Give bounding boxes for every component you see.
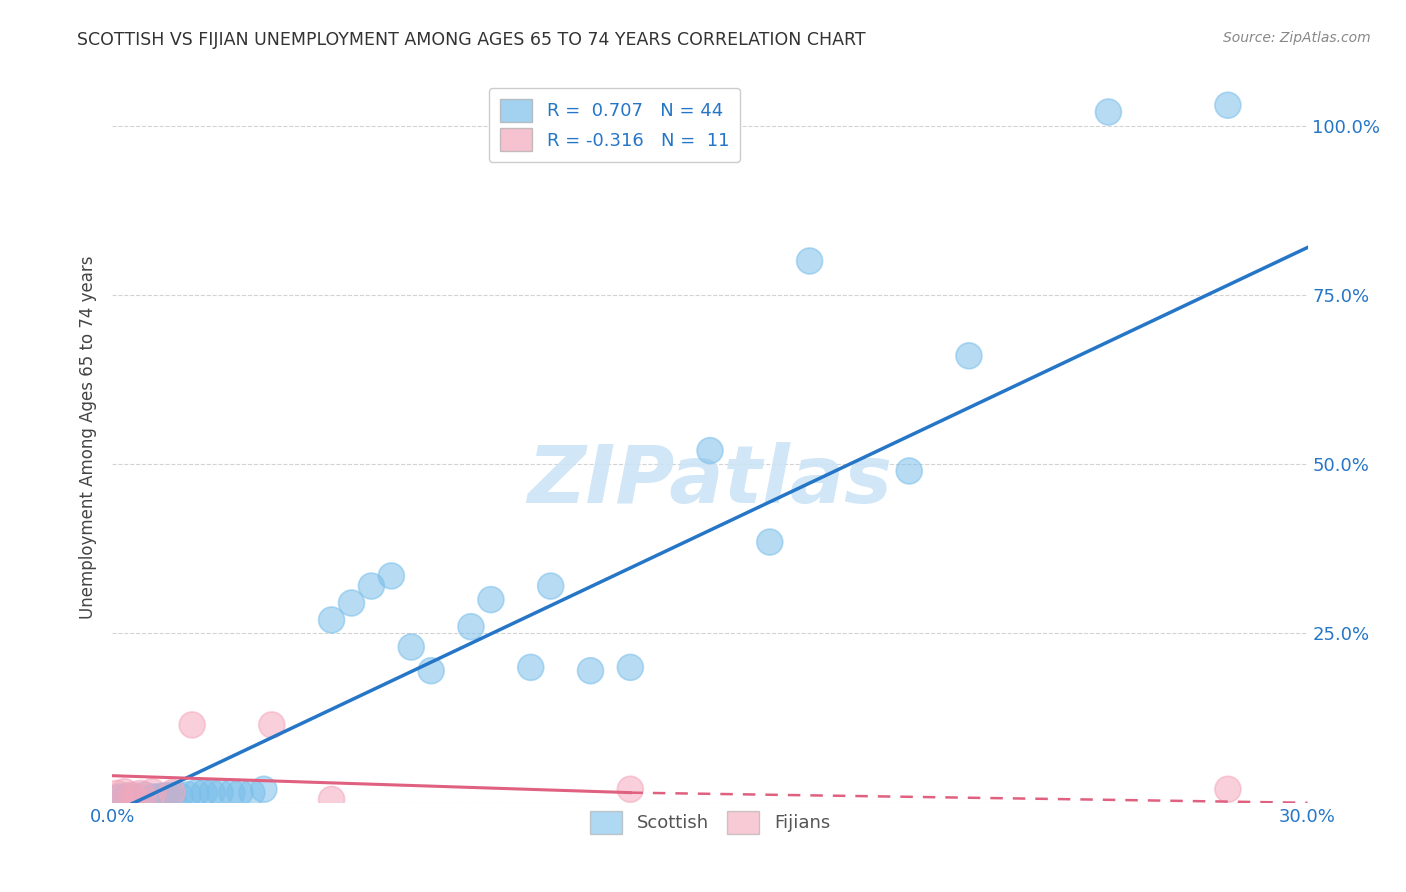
Point	[114, 792, 135, 806]
Point	[520, 660, 543, 674]
Point	[129, 792, 152, 806]
Point	[181, 718, 204, 732]
Point	[129, 789, 152, 803]
Point	[321, 613, 343, 627]
Y-axis label: Unemployment Among Ages 65 to 74 years: Unemployment Among Ages 65 to 74 years	[79, 255, 97, 619]
Point	[193, 786, 215, 800]
Point	[340, 596, 363, 610]
Text: Source: ZipAtlas.com: Source: ZipAtlas.com	[1223, 31, 1371, 45]
Point	[105, 789, 128, 803]
Point	[799, 254, 821, 268]
Point	[145, 790, 167, 805]
Point	[401, 640, 423, 654]
Point	[579, 664, 602, 678]
Point	[138, 792, 160, 806]
Text: SCOTTISH VS FIJIAN UNEMPLOYMENT AMONG AGES 65 TO 74 YEARS CORRELATION CHART: SCOTTISH VS FIJIAN UNEMPLOYMENT AMONG AG…	[77, 31, 866, 49]
Point	[209, 786, 232, 800]
Point	[957, 349, 980, 363]
Point	[420, 664, 443, 678]
Point	[153, 789, 176, 803]
Point	[898, 464, 921, 478]
Point	[1097, 105, 1119, 120]
Point	[253, 782, 276, 797]
Legend: Scottish, Fijians: Scottish, Fijians	[582, 804, 838, 841]
Point	[1216, 98, 1239, 112]
Point	[759, 535, 782, 549]
Point	[540, 579, 562, 593]
Point	[114, 786, 135, 800]
Point	[141, 792, 163, 806]
Point	[619, 660, 641, 674]
Point	[321, 792, 343, 806]
Point	[162, 789, 183, 803]
Point	[360, 579, 382, 593]
Point	[240, 786, 263, 800]
Point	[141, 786, 163, 800]
Point	[260, 718, 283, 732]
Point	[186, 786, 208, 800]
Point	[162, 786, 183, 800]
Point	[1216, 782, 1239, 797]
Point	[117, 789, 139, 803]
Point	[169, 789, 191, 803]
Point	[380, 569, 402, 583]
Point	[121, 792, 143, 806]
Point	[105, 792, 128, 806]
Point	[121, 789, 143, 803]
Point	[221, 786, 243, 800]
Text: ZIPatlas: ZIPatlas	[527, 442, 893, 520]
Point	[201, 786, 224, 800]
Point	[157, 789, 180, 803]
Point	[479, 592, 502, 607]
Point	[110, 792, 132, 806]
Point	[125, 790, 148, 805]
Point	[699, 443, 721, 458]
Point	[460, 620, 482, 634]
Point	[619, 782, 641, 797]
Point	[229, 786, 252, 800]
Point	[134, 789, 156, 803]
Point	[149, 790, 172, 805]
Point	[177, 788, 200, 802]
